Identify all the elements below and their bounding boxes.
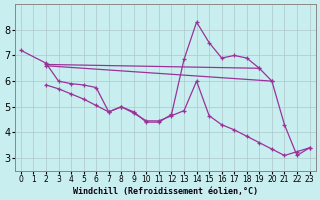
- X-axis label: Windchill (Refroidissement éolien,°C): Windchill (Refroidissement éolien,°C): [73, 187, 258, 196]
